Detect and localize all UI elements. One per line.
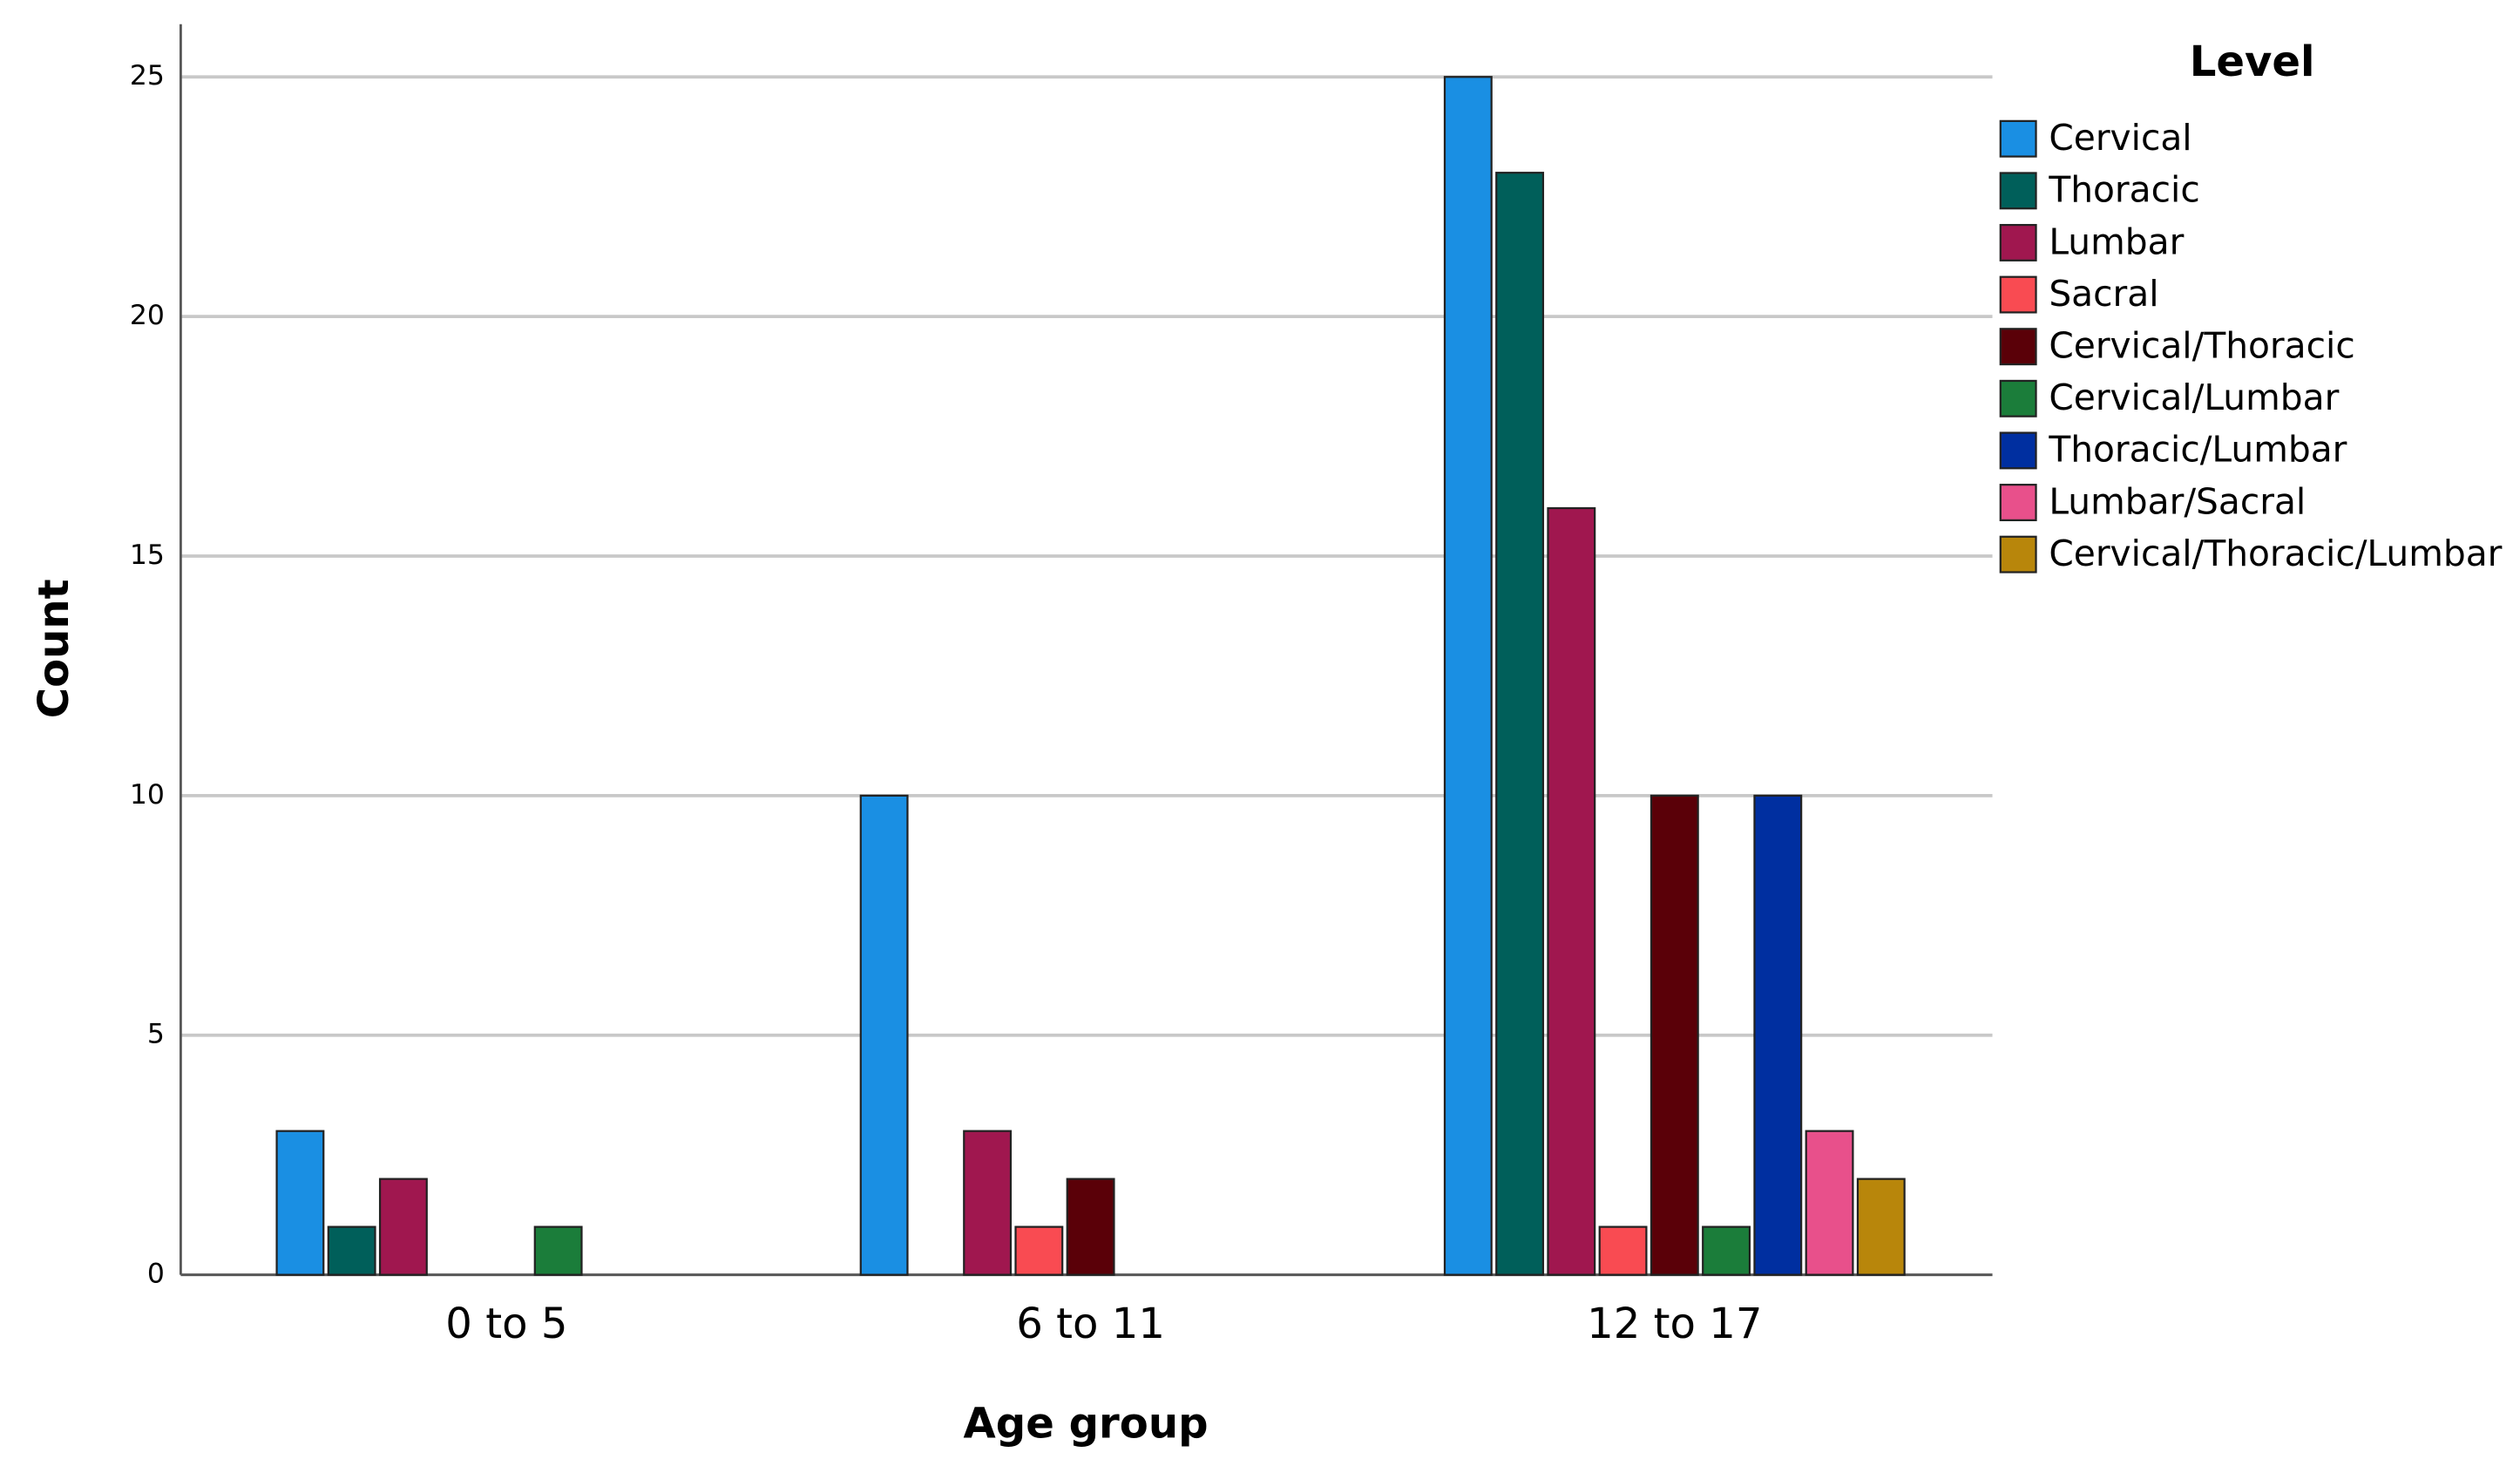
legend-swatch	[1999, 119, 2037, 158]
bar	[1753, 794, 1803, 1276]
bar	[1066, 1178, 1115, 1276]
bar	[1443, 76, 1493, 1276]
legend-title: Level	[2190, 37, 2315, 86]
legend-label: Cervical/Thoracic/Lumbar	[2049, 533, 2502, 574]
bar	[1805, 1130, 1854, 1276]
legend-label: Cervical/Lumbar	[2049, 377, 2339, 418]
legend-label: Sacral	[2049, 273, 2158, 315]
y-tick-label: 20	[130, 300, 165, 331]
bar	[1702, 1225, 1751, 1276]
legend-swatch	[1999, 275, 2037, 314]
x-axis-title: Age group	[964, 1400, 1209, 1449]
y-tick-label: 5	[147, 1019, 165, 1050]
legend-label: Lumbar	[2049, 221, 2184, 262]
y-axis-title: Count	[30, 579, 78, 718]
bar	[1014, 1225, 1064, 1276]
x-tick-label: 12 to 17	[1587, 1300, 1762, 1348]
legend-label: Lumbar/Sacral	[2049, 480, 2306, 522]
bar	[963, 1130, 1013, 1276]
legend-swatch	[1999, 535, 2037, 574]
legend-label: Thoracic/Lumbar	[2048, 429, 2347, 471]
y-tick-label: 0	[147, 1259, 165, 1290]
bar	[859, 794, 909, 1276]
y-tick-label: 15	[130, 540, 165, 571]
legend-label: Cervical	[2049, 117, 2191, 159]
bar	[533, 1225, 583, 1276]
legend-swatch	[1999, 379, 2037, 417]
bar	[1650, 794, 1699, 1276]
bar	[1547, 506, 1596, 1276]
legend-swatch	[1999, 431, 2037, 470]
x-tick-label: 0 to 5	[445, 1300, 567, 1348]
bar	[1495, 172, 1545, 1276]
bar	[378, 1178, 428, 1276]
legend-swatch	[1999, 223, 2037, 261]
legend-label: Thoracic	[2048, 169, 2199, 211]
x-tick-label: 6 to 11	[1016, 1300, 1165, 1348]
legend-label: Cervical/Thoracic	[2049, 325, 2354, 367]
legend-swatch	[1999, 484, 2037, 522]
y-tick-label: 25	[130, 60, 165, 92]
y-tick-label: 10	[130, 779, 165, 811]
bar	[327, 1225, 376, 1276]
bar	[1598, 1225, 1648, 1276]
legend-swatch	[1999, 328, 2037, 366]
bar	[1856, 1178, 1906, 1276]
legend-swatch	[1999, 172, 2037, 210]
bar	[275, 1130, 325, 1276]
